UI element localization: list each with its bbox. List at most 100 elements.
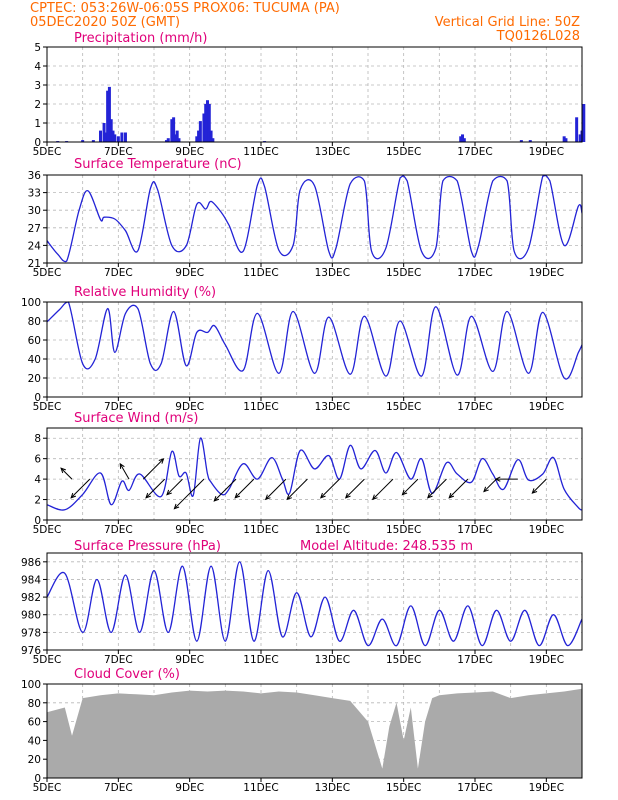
precip-bar [81, 140, 85, 142]
precip-bar [197, 130, 201, 142]
x-tick-label: 19DEC [529, 146, 564, 158]
wind-arrow [145, 478, 166, 499]
y-tick-label: 2 [34, 495, 41, 507]
wind-arrow [174, 478, 205, 510]
wind-arrow-head [319, 492, 326, 499]
wind-arrow-head [401, 489, 408, 496]
y-tick-label: 21 [28, 258, 41, 270]
y-tick-label: 4 [34, 61, 41, 73]
x-tick-label: 13DEC [315, 401, 350, 413]
series-line [46, 437, 583, 511]
panel-1: Precipitation (mm/h) 0 1 2 3 4 5 5DEC 7DEC 9DEC 11… [33, 31, 586, 158]
x-tick-label: 13DEC [315, 654, 350, 666]
wind-arrow [427, 478, 447, 499]
x-tick-label: 17DEC [457, 401, 492, 413]
panel-3: Relative Humidity (%) 0 20 40 60 80 100 5DEC 7DE… [21, 285, 583, 413]
y-tick-label: 20 [28, 373, 41, 385]
panel-2: Surface Temperature (nC) 21 24 27 30 33 36 5DEC… [28, 157, 583, 279]
precip-bar [113, 134, 117, 142]
x-tick-label: 17DEC [457, 146, 492, 158]
wind-arrow-head [344, 492, 351, 499]
precip-bar [198, 121, 202, 142]
x-tick-label: 13DEC [315, 524, 350, 536]
y-tick-label: 986 [21, 557, 41, 569]
precip-bar [104, 132, 108, 142]
y-tick-label: 80 [28, 316, 41, 328]
wind-arrow-head [264, 494, 271, 501]
wind-arrow [119, 463, 130, 480]
y-tick-label: 0 [34, 392, 41, 404]
x-tick-label: 11DEC [243, 267, 278, 279]
panel-4: Surface Wind (m/s) 0 2 4 6 8 5DEC 7DEC 9DEC 11DEC… [33, 411, 583, 536]
y-tick-label: 1 [34, 118, 41, 130]
panel-frame [46, 427, 583, 521]
wind-arrow-head [166, 489, 172, 496]
y-tick-label: 982 [21, 592, 41, 604]
x-tick-label: 11DEC [243, 401, 278, 413]
x-tick-label: 5DEC [33, 146, 62, 158]
x-tick-label: 5DEC [33, 654, 62, 666]
panel-title: Relative Humidity (%) [74, 285, 216, 300]
precip-bar [195, 136, 199, 142]
wind-arrow [531, 478, 547, 494]
y-tick-label: 984 [21, 574, 41, 586]
header-location: CPTEC: 053:26W-06:05S PROX06: TUCUMA (PA… [30, 1, 340, 16]
wind-arrow [213, 478, 237, 502]
x-tick-label: 9DEC [175, 782, 204, 794]
header-model-id: TQ0126L028 [496, 29, 580, 44]
x-tick-label: 19DEC [529, 401, 564, 413]
wind-arrow-head [448, 492, 455, 499]
wind-arrow-head [173, 503, 180, 510]
x-tick-label: 19DEC [529, 654, 564, 666]
precip-bar [91, 140, 95, 142]
x-tick-label: 17DEC [457, 267, 492, 279]
precip-bar [109, 119, 113, 142]
x-tick-label: 15DEC [386, 401, 421, 413]
x-tick-label: 9DEC [175, 267, 204, 279]
y-tick-label: 6 [34, 454, 41, 466]
x-tick-label: 17DEC [457, 654, 492, 666]
y-tick-label: 24 [28, 240, 42, 252]
y-tick-label: 0 [34, 515, 41, 527]
precip-bar [562, 136, 566, 142]
y-tick-label: 36 [28, 170, 42, 182]
wind-arrow-head [286, 494, 293, 501]
wind-arrow-head [145, 492, 151, 499]
y-tick-label: 3 [34, 80, 41, 92]
y-tick-label: 33 [28, 188, 41, 200]
y-tick-label: 80 [28, 698, 41, 710]
wind-arrow-head [70, 492, 77, 499]
wind-arrow [286, 478, 308, 500]
panel-5: Surface Pressure (hPa) Model Altitude: 24… [21, 539, 583, 666]
precip-bar [582, 104, 586, 142]
wind-arrow [142, 458, 164, 480]
y-tick-label: 0 [34, 137, 41, 149]
x-tick-label: 9DEC [175, 146, 204, 158]
precip-bar [173, 134, 177, 142]
precip-bar [207, 104, 211, 142]
x-tick-label: 7DEC [104, 524, 133, 536]
x-tick-label: 15DEC [386, 524, 421, 536]
precip-bar [177, 138, 181, 142]
x-tick-label: 15DEC [386, 654, 421, 666]
precip-bar [202, 113, 206, 142]
y-tick-label: 40 [28, 354, 41, 366]
x-tick-label: 17DEC [457, 524, 492, 536]
wind-arrow-head [158, 458, 165, 464]
panels: Precipitation (mm/h) 0 1 2 3 4 5 5DEC 7DEC 9DEC 11… [21, 31, 586, 794]
header-grid-note: Vertical Grid Line: 50Z [435, 15, 580, 30]
x-tick-label: 5DEC [33, 524, 62, 536]
precip-bar [564, 138, 568, 142]
precip-bar [111, 130, 115, 142]
y-tick-label: 4 [34, 474, 41, 486]
y-tick-label: 100 [21, 679, 41, 691]
y-tick-label: 30 [28, 205, 41, 217]
precip-bar [461, 134, 465, 142]
x-tick-label: 5DEC [33, 782, 62, 794]
wind-arrow-head [494, 476, 501, 482]
wind-arrow-head [234, 492, 241, 499]
precip-bar [120, 132, 124, 142]
precip-bar [206, 100, 209, 142]
y-tick-label: 27 [28, 223, 41, 235]
